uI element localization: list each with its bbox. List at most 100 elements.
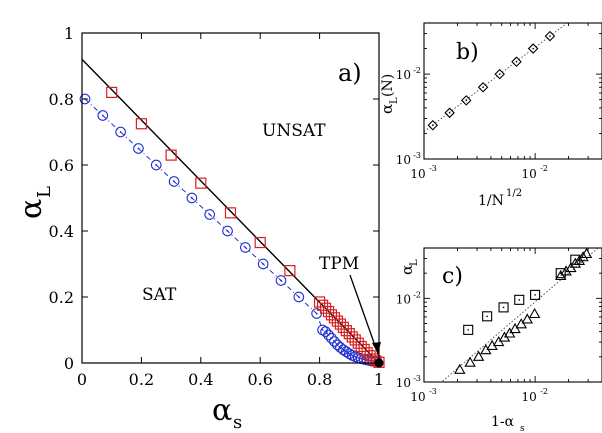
panel-c-triangle-point (454, 363, 466, 374)
panel-c-square-point-dot (518, 299, 521, 301)
a-square-point (358, 343, 370, 356)
panel-b-diamond-point (544, 30, 556, 42)
panel-c-frame (423, 247, 602, 383)
panel-b-diamond-point-dot (498, 73, 501, 75)
panel-c-xlabel-main: 1-α (491, 414, 515, 430)
panel-b-marks (424, 23, 568, 133)
a-circle-point (320, 326, 331, 338)
panel-c-triangle-point (464, 356, 476, 367)
a-circle-point-dot (244, 246, 247, 249)
a-square-point (361, 347, 373, 359)
panel-c-square-point-dot (502, 306, 505, 309)
panel-b-diamond-point (444, 107, 455, 119)
a-fit-line (81, 58, 380, 364)
panel-b-xtick-exp: -2 (540, 164, 548, 173)
a-square-point (346, 331, 358, 343)
panel-c-ytick-label: 10 (396, 292, 411, 306)
a-circle-point-dot (155, 164, 158, 166)
a-circle-point (133, 143, 144, 154)
a-xtick-label: 0.8 (307, 370, 332, 389)
panel-a-ticks: 0 0.2 0.4 0.6 0.8 1 0 0.2 0.4 0.6 0.8 1 (49, 24, 385, 389)
panel-a-frame (81, 32, 380, 364)
panel-b-diamond-point-dot (431, 124, 434, 127)
a-square-point (316, 299, 329, 311)
panel-c-xtick-label: 10 (521, 390, 536, 404)
a-circle-point (79, 93, 91, 105)
a-square-point (337, 321, 349, 333)
a-square-point (328, 312, 341, 324)
a-circle-point (275, 275, 287, 286)
panel-c-ylabel-main: α (398, 265, 416, 275)
a-circle-point (326, 332, 337, 344)
a-square-point (334, 318, 346, 330)
panel-c-square-point (482, 311, 493, 322)
panel-c-ytick-exp: -2 (413, 290, 421, 299)
a-xtick-label: 0 (77, 370, 87, 389)
a-xtick-label: 0.4 (188, 370, 213, 389)
a-square-point (165, 149, 177, 161)
a-square-point (325, 309, 338, 321)
panel-c-square-point-dot (467, 329, 470, 331)
a-circle-point-dot (321, 329, 324, 331)
panel-b-ytick-exp: -2 (413, 66, 421, 75)
a-circle-point-dot (348, 352, 351, 355)
panel-c-label: c) (442, 264, 463, 289)
panel-b-ylabel-suffix: (N) (380, 74, 396, 97)
panel-c-marks (440, 248, 599, 382)
panel-a: 0 0.2 0.4 0.6 0.8 1 0 0.2 0.4 0.6 0.8 1 a) UNSAT SA… (14, 24, 385, 433)
panel-c-triangle-point (569, 257, 582, 268)
panel-a-ylabel: α L (14, 186, 55, 219)
panel-b-xlabel-sup: 1/2 (506, 188, 522, 199)
a-circle-point-dot (357, 356, 360, 359)
a-circle-point (204, 209, 216, 220)
panel-c-xlabel-sub: s (520, 424, 525, 433)
a-square-point (224, 207, 237, 219)
panel-b-diamond-point-dot (532, 47, 534, 50)
panel-c-square-point (530, 289, 541, 300)
panel-b-frame (423, 22, 602, 160)
tpm-annotation: TPM (319, 254, 359, 274)
panel-c-fit-line (440, 248, 599, 382)
panel-b-diamond-point-dot (482, 86, 484, 89)
panel-b-diamond-point (477, 81, 489, 93)
panel-c-triangle-point (577, 251, 589, 262)
a-square-point (331, 315, 344, 327)
unsat-annotation: UNSAT (262, 121, 326, 141)
a-circle-point-dot (208, 213, 211, 216)
panel-b-ylabel-sub: L (389, 97, 400, 104)
panel-a-xlabel-sub: s (233, 412, 242, 433)
a-circle-point (240, 242, 251, 253)
panel-a-label: a) (338, 59, 362, 87)
panel-c-square-point (498, 302, 509, 313)
panel-c-ytick-label: 10 (396, 376, 411, 390)
panel-c-square-point (463, 324, 474, 335)
panel-a-xlabel-main: α (212, 393, 232, 428)
sat-annotation: SAT (142, 285, 177, 305)
a-circle-point-dot (137, 147, 140, 150)
a-square-point (343, 328, 355, 340)
a-circle-point (168, 176, 180, 187)
a-circle-point (338, 344, 349, 356)
a-xtick-label: 0.2 (129, 370, 154, 389)
panel-b-xtick-label: 10 (410, 167, 425, 181)
a-circle-point (293, 291, 305, 303)
panel-b-diamond-point-dot (549, 35, 551, 37)
panel-a-ylabel-main: α (14, 199, 49, 219)
a-circle-point-dot (354, 355, 357, 358)
panel-b-ytick-exp: -3 (413, 151, 421, 160)
panel-b-diamond-point (494, 68, 505, 80)
panel-c-triangle-point (560, 265, 572, 276)
panel-c-clipped-marks (440, 248, 599, 382)
panel-b-ytick-label: 10 (396, 153, 411, 167)
a-circle-point (257, 258, 269, 270)
panel-b-ytick-label: 10 (396, 68, 411, 82)
panel-b-ylabel-main: α (378, 104, 396, 114)
a-ytick-label: 0 (64, 354, 74, 373)
panel-c-xtick-exp: -3 (429, 387, 437, 396)
a-ytick-label: 0.2 (49, 288, 74, 307)
panel-c-ytick-exp: -3 (413, 374, 421, 383)
panel-b-xtick-exp: -3 (429, 164, 437, 173)
panel-b-diamond-point (527, 43, 539, 54)
a-circle-point-dot (351, 354, 354, 357)
panel-b-diamond-point (460, 95, 472, 106)
